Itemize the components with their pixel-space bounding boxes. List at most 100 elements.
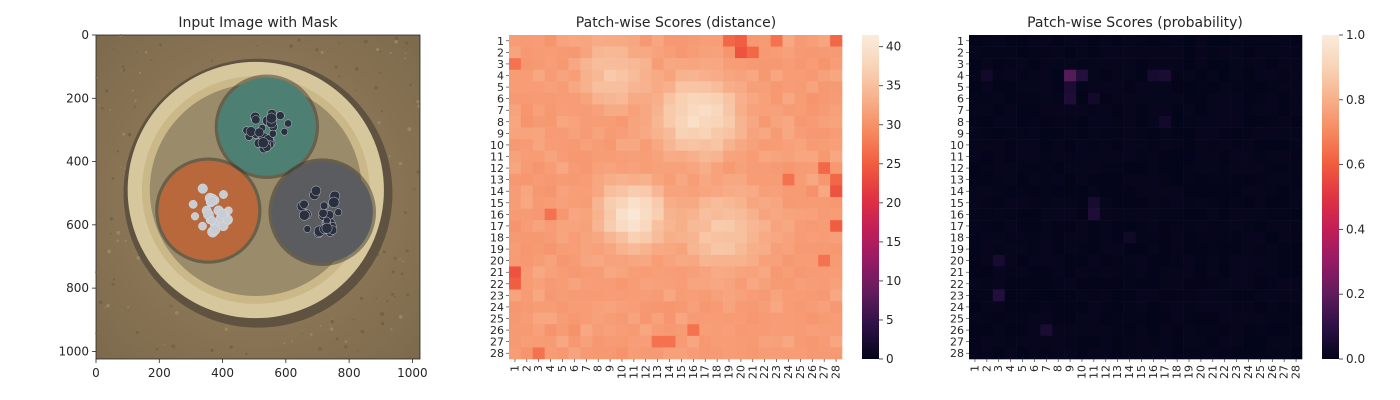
heatmap-cell (580, 312, 593, 325)
texture-speck (133, 105, 136, 108)
heatmap-cell (1147, 335, 1160, 348)
heatmap-cell (1111, 46, 1124, 59)
heatmap-cell (639, 116, 653, 128)
wire-top-strand (251, 115, 261, 125)
heatmap-cell (980, 69, 994, 82)
heatmap-cell (782, 347, 795, 360)
heatmap-cell (1242, 35, 1255, 47)
heatmap-cell (1147, 127, 1160, 140)
heatmap-cell (1099, 81, 1113, 94)
heatmap-cell (1016, 220, 1029, 233)
heatmap-cell (1171, 185, 1184, 198)
texture-speck (363, 39, 368, 44)
heatmap-cell (663, 197, 676, 209)
heatmap-cell (1004, 347, 1017, 360)
heatmap-cell (1171, 81, 1184, 94)
heatmap-cell (1016, 173, 1029, 186)
heatmap-cell (1194, 335, 1208, 348)
heatmap-cell (1040, 127, 1053, 140)
heatmap-cell (616, 58, 629, 71)
heatmap-cell (830, 58, 843, 71)
heatmap-cell (1194, 116, 1208, 128)
heatmap-cell (830, 312, 843, 325)
heatmap-cell (1135, 116, 1148, 128)
heatmap-cell (1290, 58, 1303, 71)
heatmap-cell (1290, 81, 1303, 94)
heatmap-cell (1278, 139, 1291, 152)
heatmap-cell (1159, 173, 1172, 186)
heatmap-cell (1064, 197, 1077, 209)
heatmap-cell (1218, 162, 1231, 175)
heatmap-cell (699, 127, 712, 140)
heatmap-cell (1016, 92, 1029, 105)
colorbar-tick-label: 10 (886, 274, 901, 288)
texture-speck (359, 296, 364, 301)
heatmap-cell (1052, 69, 1065, 82)
wire-left-strand (217, 208, 228, 220)
heatmap-cell (699, 185, 712, 198)
heatmap-cell (1028, 289, 1041, 302)
heatmap-cell (687, 220, 700, 233)
panel-probability-heatmap: Patch-wise Scores (probability) 12345678… (950, 15, 1365, 379)
heatmap-cell (544, 69, 557, 82)
heatmap-cell (616, 220, 629, 233)
heatmap-cell (770, 289, 783, 302)
heatmap-cell (651, 254, 664, 267)
heatmap-cell (1254, 139, 1267, 152)
heatmap-cell (568, 35, 581, 47)
texture-speck (122, 68, 126, 72)
heatmap-cell (1052, 289, 1065, 302)
heatmap-cell (556, 278, 569, 290)
heatmap-cell (969, 266, 982, 279)
heatmap-cell (758, 197, 771, 209)
heatmap-cell (639, 278, 653, 290)
heatmap-cell (1004, 116, 1017, 128)
texture-speck (105, 89, 109, 93)
heatmap-cell (520, 208, 534, 221)
heatmap-cell (1028, 69, 1041, 82)
texture-speck (210, 348, 214, 352)
heatmap-cell (1040, 312, 1053, 325)
texture-speck (124, 167, 126, 170)
heatmap-cell (1016, 185, 1029, 198)
colorbar-tick-label: 20 (886, 196, 901, 210)
heatmap-cell (1076, 185, 1089, 198)
x-tick-label: 9 (604, 365, 617, 372)
heatmap-cell (1171, 58, 1184, 71)
heatmap-cell (1076, 92, 1089, 105)
heatmap-cell (1194, 197, 1208, 209)
heatmap-cell (687, 243, 700, 256)
heatmap-cell (1111, 324, 1124, 337)
heatmap-cell (580, 69, 593, 82)
heatmap-cell (568, 243, 581, 256)
heatmap-cell (604, 266, 617, 279)
heatmap-cell (746, 46, 760, 59)
heatmap-cell (604, 185, 617, 198)
heatmap-cell (758, 278, 771, 290)
heatmap-cell (509, 150, 522, 163)
heatmap-cell (604, 139, 617, 152)
heatmap-cell (663, 46, 676, 59)
heatmap-cell (1254, 289, 1267, 302)
heatmap-cell (520, 324, 534, 337)
distance-heatmap (509, 35, 843, 360)
heatmap-cell (687, 208, 700, 221)
heatmap-cell (1266, 197, 1279, 209)
heatmap-cell (687, 335, 700, 348)
heatmap-cell (544, 335, 557, 348)
texture-speck (136, 256, 141, 260)
heatmap-cell (1064, 139, 1077, 152)
heatmap-cell (1266, 301, 1279, 314)
heatmap-cell (580, 301, 593, 314)
heatmap-cell (1135, 35, 1148, 47)
heatmap-cell (1242, 139, 1255, 152)
heatmap-cell (782, 162, 795, 175)
heatmap-cell (592, 92, 605, 105)
heatmap-cell (604, 46, 617, 59)
heatmap-cell (1242, 289, 1255, 302)
x-tick-label: 16 (1147, 365, 1160, 379)
heatmap-cell (616, 150, 629, 163)
heatmap-cell (746, 278, 760, 290)
heatmap-cell (687, 185, 700, 198)
y-tick-label: 28 (950, 347, 964, 360)
